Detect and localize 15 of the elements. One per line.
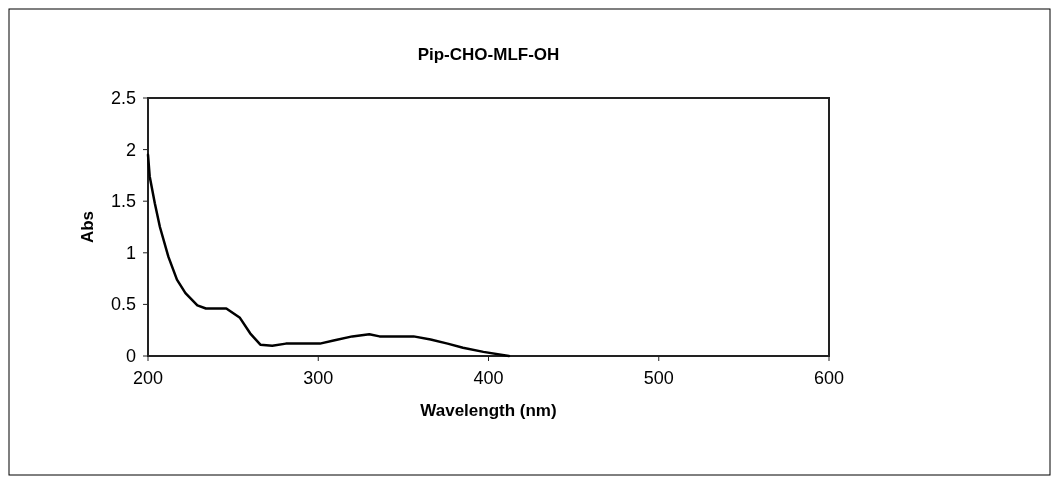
x-tick-label: 500 (643, 368, 674, 388)
x-axis-title: Wavelength (nm) (420, 401, 557, 420)
y-tick-label: 2.5 (110, 88, 136, 108)
line-series (146, 153, 511, 358)
x-tick-label: 600 (813, 368, 845, 388)
y-tick-label: 1 (125, 242, 136, 263)
y-axis-title: Abs (78, 210, 97, 244)
x-tick-label: 200 (132, 368, 164, 388)
y-tick-label: 2 (125, 139, 136, 160)
y-tick-label: 0.5 (110, 294, 136, 315)
y-tick-label: 1.5 (110, 191, 136, 212)
y-tick-label: 0 (125, 346, 136, 366)
x-tick-label: 300 (303, 368, 334, 388)
x-tick-label: 400 (473, 368, 504, 388)
chart-title: Pip-CHO-MLF-OH (417, 45, 560, 64)
